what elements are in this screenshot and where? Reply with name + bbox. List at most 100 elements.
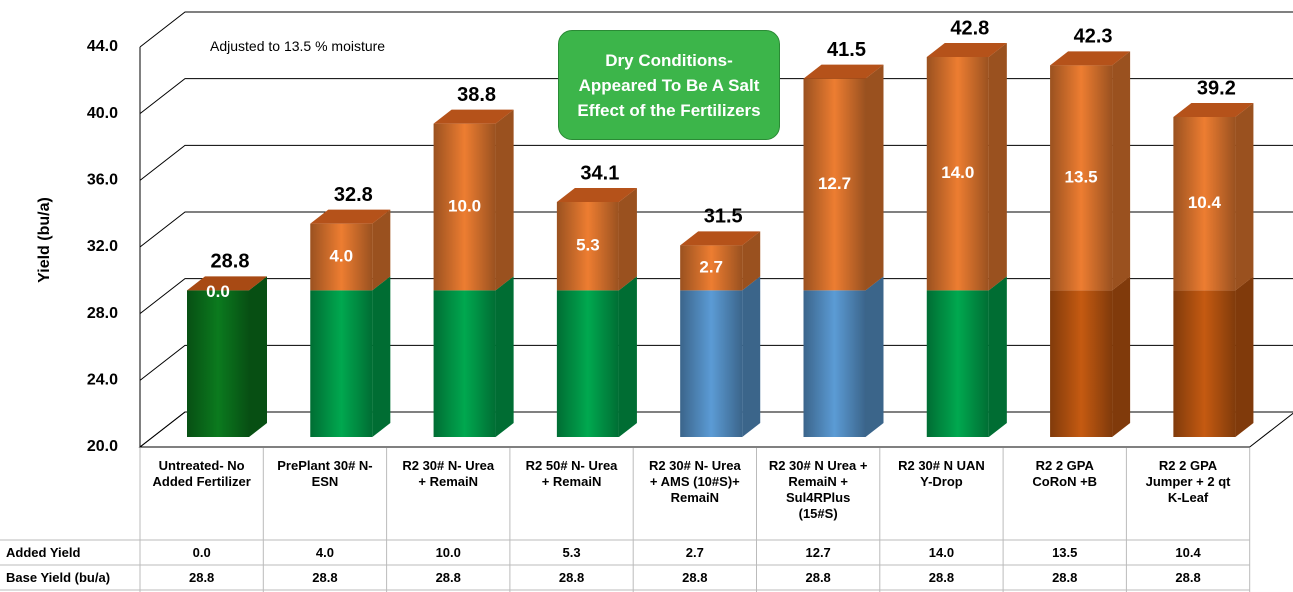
segment-label: 0.0 [206, 282, 230, 301]
category-label: R2 30# N- Urea + AMS (10#S)+ RemaiN [648, 458, 741, 505]
table-value: 28.8 [1175, 570, 1201, 585]
row-header: Base Yield (bu/a) [6, 570, 111, 585]
bar-added-side [988, 43, 1007, 291]
bar-base-shade [926, 290, 989, 437]
table-value: 13.5 [1052, 545, 1078, 560]
bar-added-side [742, 231, 761, 291]
bar-added-shade [1173, 117, 1236, 291]
bar-top [556, 188, 637, 202]
table-value: 0.0 [192, 545, 211, 560]
y-tick-label: 20.0 [87, 438, 118, 455]
bar-added-shade [556, 202, 619, 291]
bar-added-side [865, 64, 884, 291]
total-label: 39.2 [1197, 77, 1236, 99]
bar-added-side-dark [865, 64, 884, 291]
bar-added-shade [310, 223, 373, 291]
bar-base-side [1235, 276, 1254, 437]
grid-line [139, 278, 1293, 315]
bar-top [1173, 103, 1254, 117]
category-label: R2 50# N- Urea + RemaiN [525, 458, 618, 489]
bar-base-side [988, 276, 1007, 437]
bar-base-side-dark [249, 276, 267, 437]
bar-base-side-dark [1112, 276, 1131, 437]
bar-base-shade [310, 290, 373, 437]
table-value: 28.8 [805, 570, 831, 585]
bar-base-side-dark [1235, 276, 1254, 437]
bar-base-side-dark [865, 276, 884, 437]
segment-label: 5.3 [576, 236, 600, 255]
total-label: 38.8 [457, 84, 496, 106]
table-value: 28.8 [558, 570, 585, 585]
total-label: 41.5 [827, 39, 866, 61]
bar-added-side-dark [618, 188, 637, 291]
grid-line [139, 344, 1293, 381]
bar-top [680, 231, 761, 246]
grid-line [139, 78, 1293, 115]
bar-base-side [495, 276, 514, 437]
table-value: 12.7 [805, 545, 831, 560]
bar-base-shade [556, 290, 619, 437]
bar-base-side-dark [742, 276, 761, 437]
bar-added-shade [926, 57, 989, 291]
annotation: Adjusted to 13.5 % moisture [210, 38, 386, 54]
y-tick-label: 32.0 [87, 238, 118, 255]
bar-added-side-dark [1112, 51, 1131, 291]
bar-base-side-dark [618, 276, 637, 437]
category-label: R2 2 GPA CoRoN +B [1032, 458, 1098, 489]
bar-added-shade [803, 78, 866, 291]
bar-top [433, 109, 514, 124]
category-label: PrePlant 30# N- ESN [277, 458, 373, 489]
segment-label: 10.0 [448, 196, 481, 215]
y-axis-label: Yield (bu/a) [36, 197, 53, 283]
table-value: 10.4 [1175, 545, 1201, 560]
bar-top [187, 276, 267, 291]
bar-base-side-dark [988, 276, 1007, 437]
y-tick-label: 40.0 [87, 105, 118, 122]
grid-line [139, 211, 1293, 248]
bar-base-shade [187, 290, 249, 437]
table-value: 28.8 [928, 570, 955, 585]
bar-added-side [372, 209, 391, 291]
bar-added-side-dark [495, 109, 514, 291]
bar-base-side-dark [372, 276, 391, 437]
grid-line [139, 411, 1293, 448]
bar-base-shade [803, 290, 866, 437]
bar-base-side [742, 276, 761, 437]
bar-top [803, 64, 884, 79]
table-value: 28.8 [435, 570, 461, 585]
bar-base-side [249, 276, 267, 437]
table-value: 14.0 [928, 545, 955, 560]
bar-added-side [1112, 51, 1131, 291]
total-label: 28.8 [211, 251, 250, 273]
grid-line [139, 144, 1293, 181]
bar-added-side [495, 109, 514, 291]
table-value: 2.7 [685, 545, 704, 560]
bar-base-shade [1050, 290, 1113, 437]
table-value: 28.8 [312, 570, 338, 585]
bar-base-shade [1173, 290, 1236, 437]
category-label: Untreated- No Added Fertilizer [152, 458, 251, 489]
total-label: 42.8 [950, 17, 989, 39]
bar-top [310, 209, 391, 224]
bar-base-side [618, 276, 637, 437]
category-label: R2 30# N Urea + RemaiN + Sul4RPlus (15#S… [768, 458, 868, 521]
bar-added-side [1235, 103, 1254, 291]
grid-line [139, 11, 1293, 48]
table-value: 5.3 [562, 545, 581, 560]
y-tick-label: 36.0 [87, 172, 118, 189]
bar-base-shade [680, 290, 743, 437]
segment-label: 14.0 [941, 163, 974, 182]
segment-label: 2.7 [699, 257, 723, 276]
bar-added-shade [1050, 65, 1113, 291]
total-label: 31.5 [704, 206, 743, 228]
callout: Dry Conditions- Appeared To Be A Salt Ef… [558, 30, 780, 140]
bar-top [1050, 51, 1131, 66]
y-tick-label: 24.0 [87, 372, 118, 389]
bar-added-shade [433, 123, 496, 291]
bar-added-side-dark [372, 209, 391, 291]
y-tick-label: 28.0 [87, 305, 118, 322]
segment-label: 13.5 [1065, 167, 1098, 186]
total-label: 32.8 [334, 184, 373, 206]
table-value: 10.0 [435, 545, 461, 560]
